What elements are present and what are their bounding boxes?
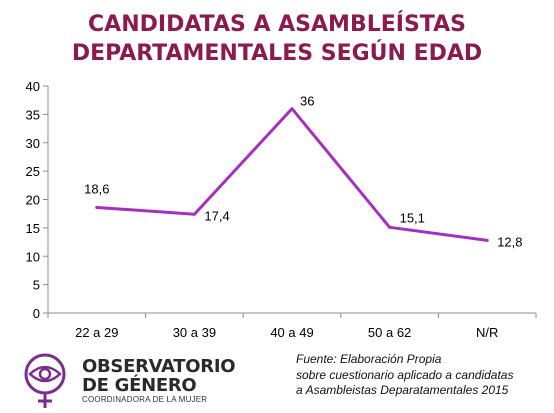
y-tick-label: 15	[26, 221, 40, 236]
logo-line-2: DE GÉNERO	[82, 375, 197, 396]
source-line-2: sobre cuestionario aplicado a candidatas	[296, 367, 514, 382]
data-label: 36	[300, 94, 314, 109]
data-point	[388, 225, 392, 229]
y-tick-label: 25	[26, 164, 40, 179]
y-tick-label: 30	[26, 136, 40, 151]
chart-title-line-2: DEPARTAMENTALES SEGÚN EDAD	[71, 41, 483, 66]
y-tick-label: 0	[33, 306, 40, 321]
y-tick-label: 20	[26, 193, 40, 208]
data-point	[485, 238, 489, 242]
x-tick-label: 40 a 49	[270, 325, 313, 340]
data-point	[192, 212, 196, 216]
source-line-3: a Asambleistas Deparatamentales 2015	[296, 383, 509, 397]
series-line	[95, 107, 489, 242]
data-point	[290, 107, 294, 111]
data-label: 18,6	[84, 181, 109, 196]
chart-title: CANDIDATAS A ASAMBLEÍSTAS DEPARTAMENTALE…	[0, 10, 554, 68]
data-point	[95, 205, 99, 209]
observatorio-logo-icon	[24, 353, 66, 408]
data-label: 17,4	[204, 208, 229, 223]
source-note: Fuente: Elaboración Propia sobre cuestio…	[296, 352, 546, 399]
source-line-1: Fuente: Elaboración Propia	[296, 352, 442, 366]
y-tick-label: 5	[33, 278, 40, 293]
y-tick-label: 35	[26, 107, 40, 122]
logo-subtitle: COORDINADORA DE LA MUJER	[82, 395, 208, 404]
y-tick-label: 40	[26, 79, 40, 94]
data-label: 12,8	[497, 234, 522, 249]
x-tick-label: 50 a 62	[368, 325, 411, 340]
y-tick-label: 10	[26, 249, 40, 264]
logo-text: OBSERVATORIO DE GÉNERO COORDINADORA DE L…	[82, 356, 236, 404]
data-label: 15,1	[400, 210, 425, 225]
x-tick-label: 30 a 39	[173, 325, 216, 340]
x-tick-label: 22 a 29	[75, 325, 118, 340]
chart-title-line-1: CANDIDATAS A ASAMBLEÍSTAS	[88, 12, 466, 37]
logo-line-1: OBSERVATORIO	[82, 356, 236, 377]
x-tick-label: N/R	[476, 325, 498, 340]
